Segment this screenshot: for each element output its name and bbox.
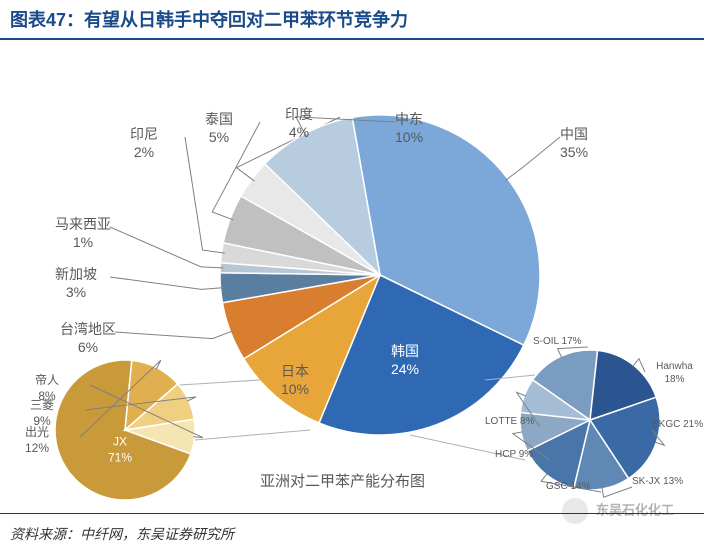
leader-line xyxy=(110,227,223,268)
slice-label: 韩国24% xyxy=(391,342,419,378)
slice-label: LOTTE 8% xyxy=(485,415,534,428)
slice-label: 出光12% xyxy=(25,425,49,456)
slice-label: 印尼2% xyxy=(130,125,158,161)
slice-label: 中国35% xyxy=(560,125,588,161)
breakout-connector xyxy=(180,380,260,385)
slice-label: 印度4% xyxy=(285,105,313,141)
slice-label: 台湾地区6% xyxy=(60,320,116,356)
breakout-connector xyxy=(195,430,310,440)
slice-label: S-OIL 17% xyxy=(533,335,582,348)
pie-charts-svg xyxy=(0,40,704,510)
slice-label: GSC 14% xyxy=(546,480,590,493)
footer: 资料来源：中纤网，东吴证券研究所 xyxy=(0,513,704,554)
slice-label: JX71% xyxy=(108,434,132,465)
slice-label: SKGC 21% xyxy=(652,418,703,431)
leader-line xyxy=(505,137,560,181)
chart-header: 图表47：有望从日韩手中夺回对二甲苯环节竞争力 xyxy=(0,0,704,40)
leader-line xyxy=(110,277,224,289)
slice-label: 中东10% xyxy=(395,110,423,146)
leader-line xyxy=(115,331,233,339)
slice-label: SK-JX 13% xyxy=(632,475,683,488)
leader-line xyxy=(185,137,225,253)
source-text: 资料来源：中纤网，东吴证券研究所 xyxy=(10,524,234,544)
chart-title: 图表47：有望从日韩手中夺回对二甲苯环节竞争力 xyxy=(10,6,694,32)
slice-label: 新加坡3% xyxy=(55,265,97,301)
slice-label: 日本10% xyxy=(281,362,309,398)
chart-subtitle: 亚洲对二甲苯产能分布图 xyxy=(260,470,425,491)
slice-label: 马来西亚1% xyxy=(55,215,111,251)
chart-area: 中国35% 韩国24% 日本10% 台湾地区6% 新加坡3% 马来西亚1% 印尼2% 泰国5%… xyxy=(0,40,704,510)
slice-label: HCP 9% xyxy=(495,448,533,461)
slice-label: Hanwha 18% xyxy=(645,360,704,386)
slice-label: 泰国5% xyxy=(205,110,233,146)
slice-label: 帝人8% xyxy=(35,373,59,404)
